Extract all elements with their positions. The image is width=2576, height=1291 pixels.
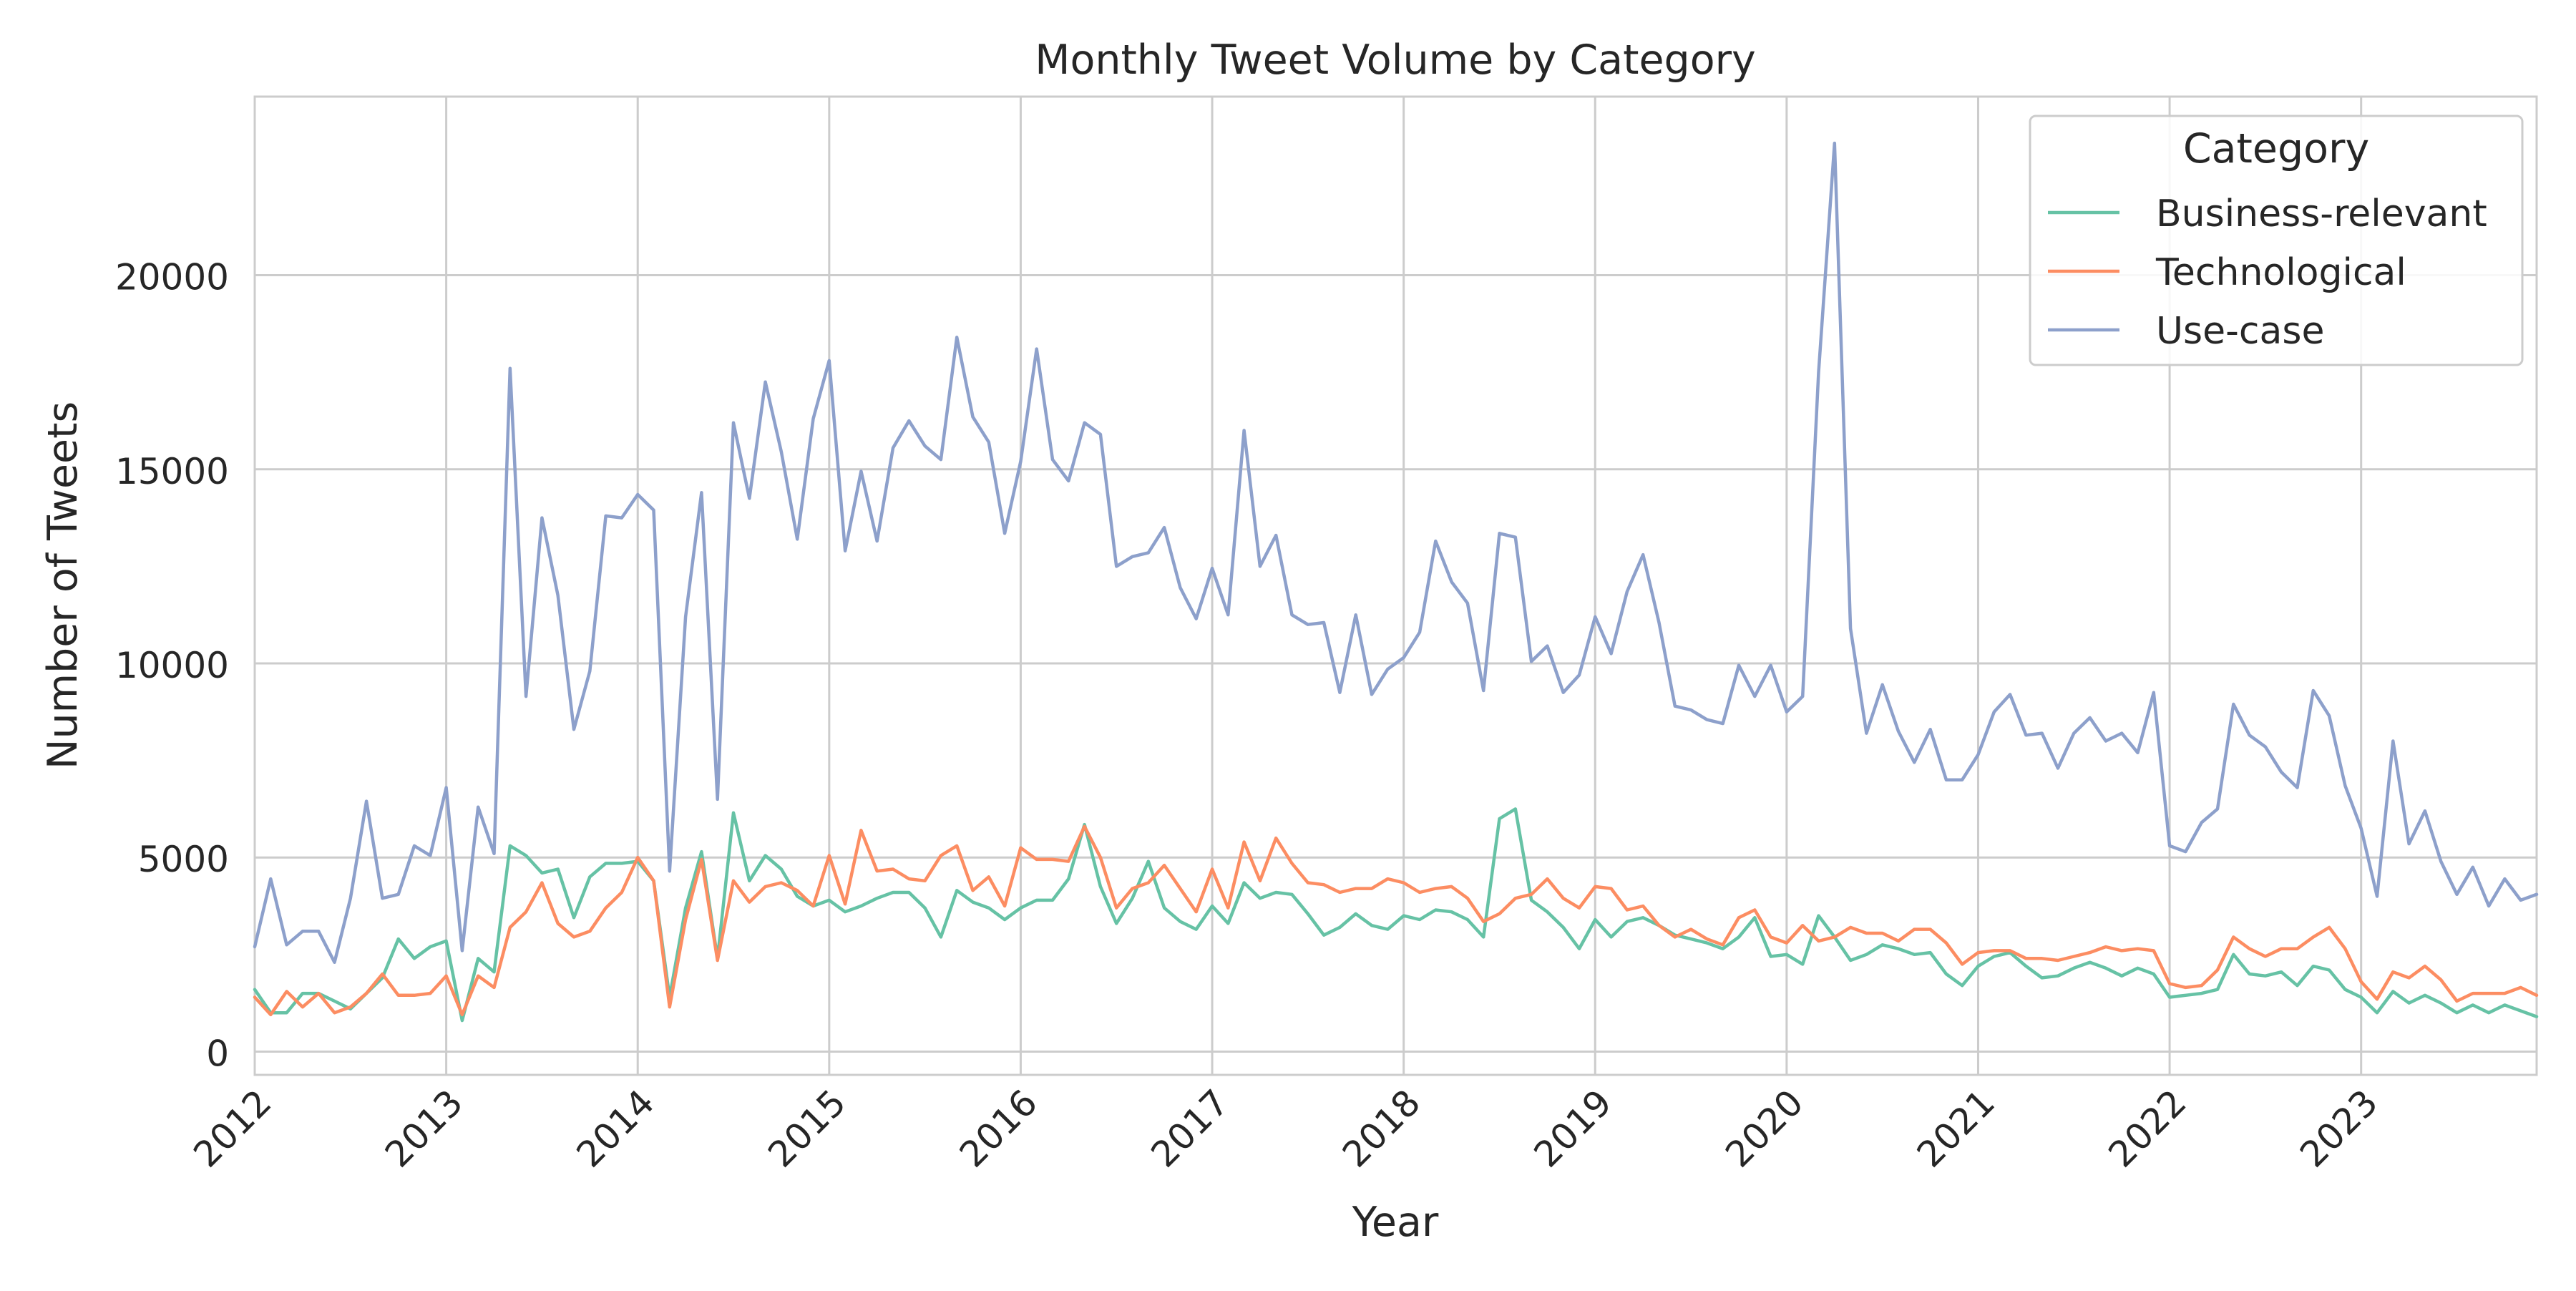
x-tick-label: 2020 xyxy=(1717,1081,1811,1175)
legend-label: Technological xyxy=(2155,251,2406,294)
x-tick-label: 2017 xyxy=(1143,1081,1237,1175)
x-tick-label: 2019 xyxy=(1526,1081,1620,1175)
series-line-technological xyxy=(253,824,2539,1017)
series-line-use-case xyxy=(253,141,2539,964)
y-tick-label: 20000 xyxy=(115,257,229,298)
x-tick-label: 2018 xyxy=(1335,1081,1428,1175)
x-tick-label: 2023 xyxy=(2292,1081,2386,1175)
grid xyxy=(253,97,2537,1075)
legend-label: Use-case xyxy=(2156,310,2324,353)
x-tick-label: 2015 xyxy=(760,1081,854,1175)
x-tick-label: 2016 xyxy=(952,1081,1045,1175)
x-tick-label: 2013 xyxy=(377,1081,471,1175)
y-tick-label: 15000 xyxy=(115,451,229,492)
legend-label: Business-relevant xyxy=(2156,193,2487,235)
y-tick-label: 5000 xyxy=(138,839,229,880)
y-tick-label: 10000 xyxy=(115,645,229,686)
series-lines xyxy=(253,141,2539,1023)
y-tick-label: 0 xyxy=(206,1033,229,1074)
legend: Category Business-relevant Technological U… xyxy=(2029,115,2524,366)
legend-title: Category xyxy=(2183,125,2369,172)
legend-items: Business-relevant Technological Use-case xyxy=(2048,193,2487,353)
y-tick-labels: 0 5000 10000 15000 20000 xyxy=(115,257,229,1075)
x-tick-label: 2021 xyxy=(1909,1081,2003,1175)
y-axis-label: Number of Tweets xyxy=(39,401,87,769)
x-tick-label: 2012 xyxy=(185,1081,279,1175)
x-tick-label: 2022 xyxy=(2101,1081,2195,1175)
chart-title: Monthly Tweet Volume by Category xyxy=(1035,36,1755,84)
x-tick-label: 2014 xyxy=(569,1081,663,1175)
x-tick-labels: 2012 2013 2014 2015 2016 2017 2018 2019 2020 2021… xyxy=(185,1081,2386,1175)
x-axis-label: Year xyxy=(1352,1199,1439,1246)
legend-box xyxy=(2029,115,2524,366)
